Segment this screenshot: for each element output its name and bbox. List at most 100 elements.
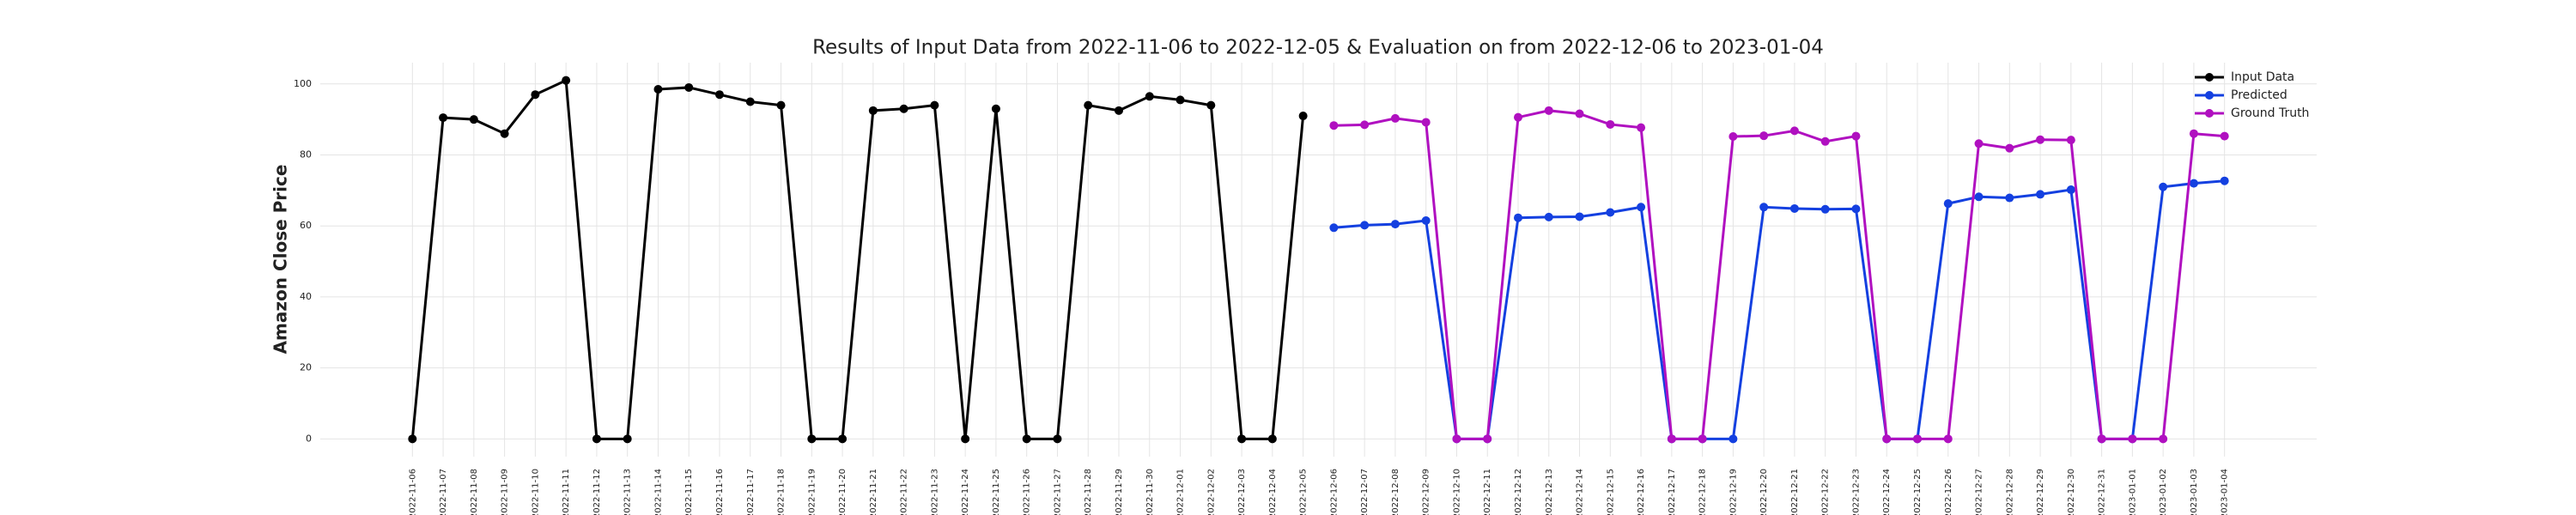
x-tick-label: 2022-12-04 (1268, 469, 1278, 515)
data-point (1575, 109, 1584, 118)
x-tick-label: 2022-12-02 (1206, 469, 1216, 515)
data-point (1820, 136, 1830, 146)
data-point (2159, 434, 2168, 444)
data-point (899, 104, 908, 113)
data-point (1360, 221, 1370, 230)
x-tick-label: 2022-11-22 (900, 469, 909, 515)
data-point (1728, 434, 1738, 444)
x-tick-label: 2022-12-15 (1606, 469, 1615, 515)
data-point (2220, 131, 2229, 141)
data-point (776, 100, 786, 110)
data-point (1974, 139, 1984, 148)
x-tick-label: 2022-11-07 (439, 469, 448, 515)
x-tick-label: 2022-11-11 (562, 469, 571, 515)
x-tick-label: 2022-12-05 (1299, 469, 1309, 515)
data-point (1851, 131, 1861, 141)
data-point (930, 100, 939, 110)
x-tick-label: 2023-01-03 (2190, 469, 2199, 515)
x-tick-label: 2022-12-01 (1176, 469, 1186, 515)
data-point (2036, 190, 2045, 199)
data-point (1882, 434, 1892, 444)
x-tick-label: 2022-11-28 (1084, 469, 1093, 515)
legend-entry: Predicted (2195, 88, 2287, 102)
data-point (1698, 434, 1707, 444)
x-tick-label: 2022-11-10 (531, 469, 540, 515)
data-point (531, 90, 540, 100)
data-point (1789, 126, 1799, 136)
legend-marker (2205, 109, 2214, 118)
x-tick-label: 2022-12-08 (1391, 469, 1400, 515)
x-tick-label: 2023-01-01 (2128, 469, 2137, 515)
data-point (1329, 121, 1339, 130)
x-tick-label: 2022-11-16 (715, 469, 725, 515)
x-tick-label: 2022-12-10 (1452, 469, 1461, 515)
y-tick-label: 80 (300, 149, 312, 161)
data-point (408, 434, 417, 444)
series-line (410, 78, 1305, 440)
data-point (1145, 92, 1154, 101)
data-point (1390, 220, 1400, 229)
data-point (1237, 434, 1247, 444)
data-point (1115, 106, 1123, 115)
x-tick-label: 2022-12-14 (1576, 469, 1585, 515)
data-point (1421, 118, 1431, 127)
chart-title: Results of Input Data from 2022-11-06 to… (812, 37, 1824, 59)
data-point (807, 434, 817, 444)
x-tick-label: 2022-11-25 (992, 469, 1001, 515)
legend-entry: Ground Truth (2195, 106, 2309, 120)
x-tick-label: 2022-12-16 (1637, 469, 1646, 515)
x-tick-label: 2022-12-21 (1790, 469, 1800, 515)
data-point (1575, 212, 1584, 221)
data-point (1606, 208, 1615, 217)
data-point (1390, 113, 1400, 123)
data-point (684, 82, 694, 92)
x-tick-label: 2022-12-26 (1944, 469, 1953, 515)
legend-label: Input Data (2231, 70, 2294, 84)
data-point (1606, 119, 1615, 129)
data-point (868, 106, 878, 115)
data-point (653, 85, 663, 94)
x-tick-label: 2022-12-29 (2036, 469, 2045, 515)
data-point (469, 115, 478, 124)
data-point (1544, 212, 1553, 221)
series-line (1334, 109, 2225, 440)
data-point (1329, 223, 1339, 233)
data-point (1298, 112, 1308, 121)
x-tick-label: 2022-12-03 (1237, 469, 1247, 515)
legend-label: Ground Truth (2231, 106, 2309, 120)
data-point (1452, 434, 1461, 444)
data-point (1267, 434, 1277, 444)
data-point (1360, 120, 1370, 130)
data-point (500, 129, 509, 138)
x-tick-label: 2022-11-26 (1023, 469, 1032, 515)
x-tick-label: 2022-11-14 (653, 469, 663, 515)
data-point (1206, 100, 1216, 110)
x-tick-label: 2023-01-04 (2221, 469, 2230, 515)
x-tick-label: 2022-11-18 (777, 469, 787, 515)
x-tick-label: 2022-11-17 (746, 469, 756, 515)
data-point (1789, 203, 1799, 213)
x-tick-label: 2022-12-19 (1728, 469, 1738, 515)
data-point (623, 434, 632, 444)
x-tick-label: 2022-12-30 (2067, 469, 2076, 515)
data-point (1022, 434, 1031, 444)
data-point (1421, 216, 1431, 226)
data-point (1176, 95, 1185, 105)
y-axis-label: Amazon Close Price (270, 165, 291, 354)
legend-label: Predicted (2231, 88, 2287, 102)
data-point (1728, 132, 1738, 142)
data-point (1514, 213, 1522, 222)
data-point (991, 104, 1000, 113)
data-point (1544, 106, 1553, 115)
data-point (2220, 176, 2229, 185)
data-point (1667, 434, 1676, 444)
x-tick-label: 2022-11-23 (930, 469, 939, 515)
legend-marker (2205, 73, 2214, 82)
y-tick-label: 0 (306, 433, 312, 444)
x-tick-label: 2022-11-24 (961, 469, 970, 515)
x-tick-label: 2022-12-28 (2005, 469, 2014, 515)
legend-entry: Input Data (2195, 70, 2294, 84)
x-tick-label: 2022-11-08 (470, 469, 479, 515)
x-tick-label: 2022-11-29 (1115, 469, 1124, 515)
data-point (1759, 131, 1769, 141)
